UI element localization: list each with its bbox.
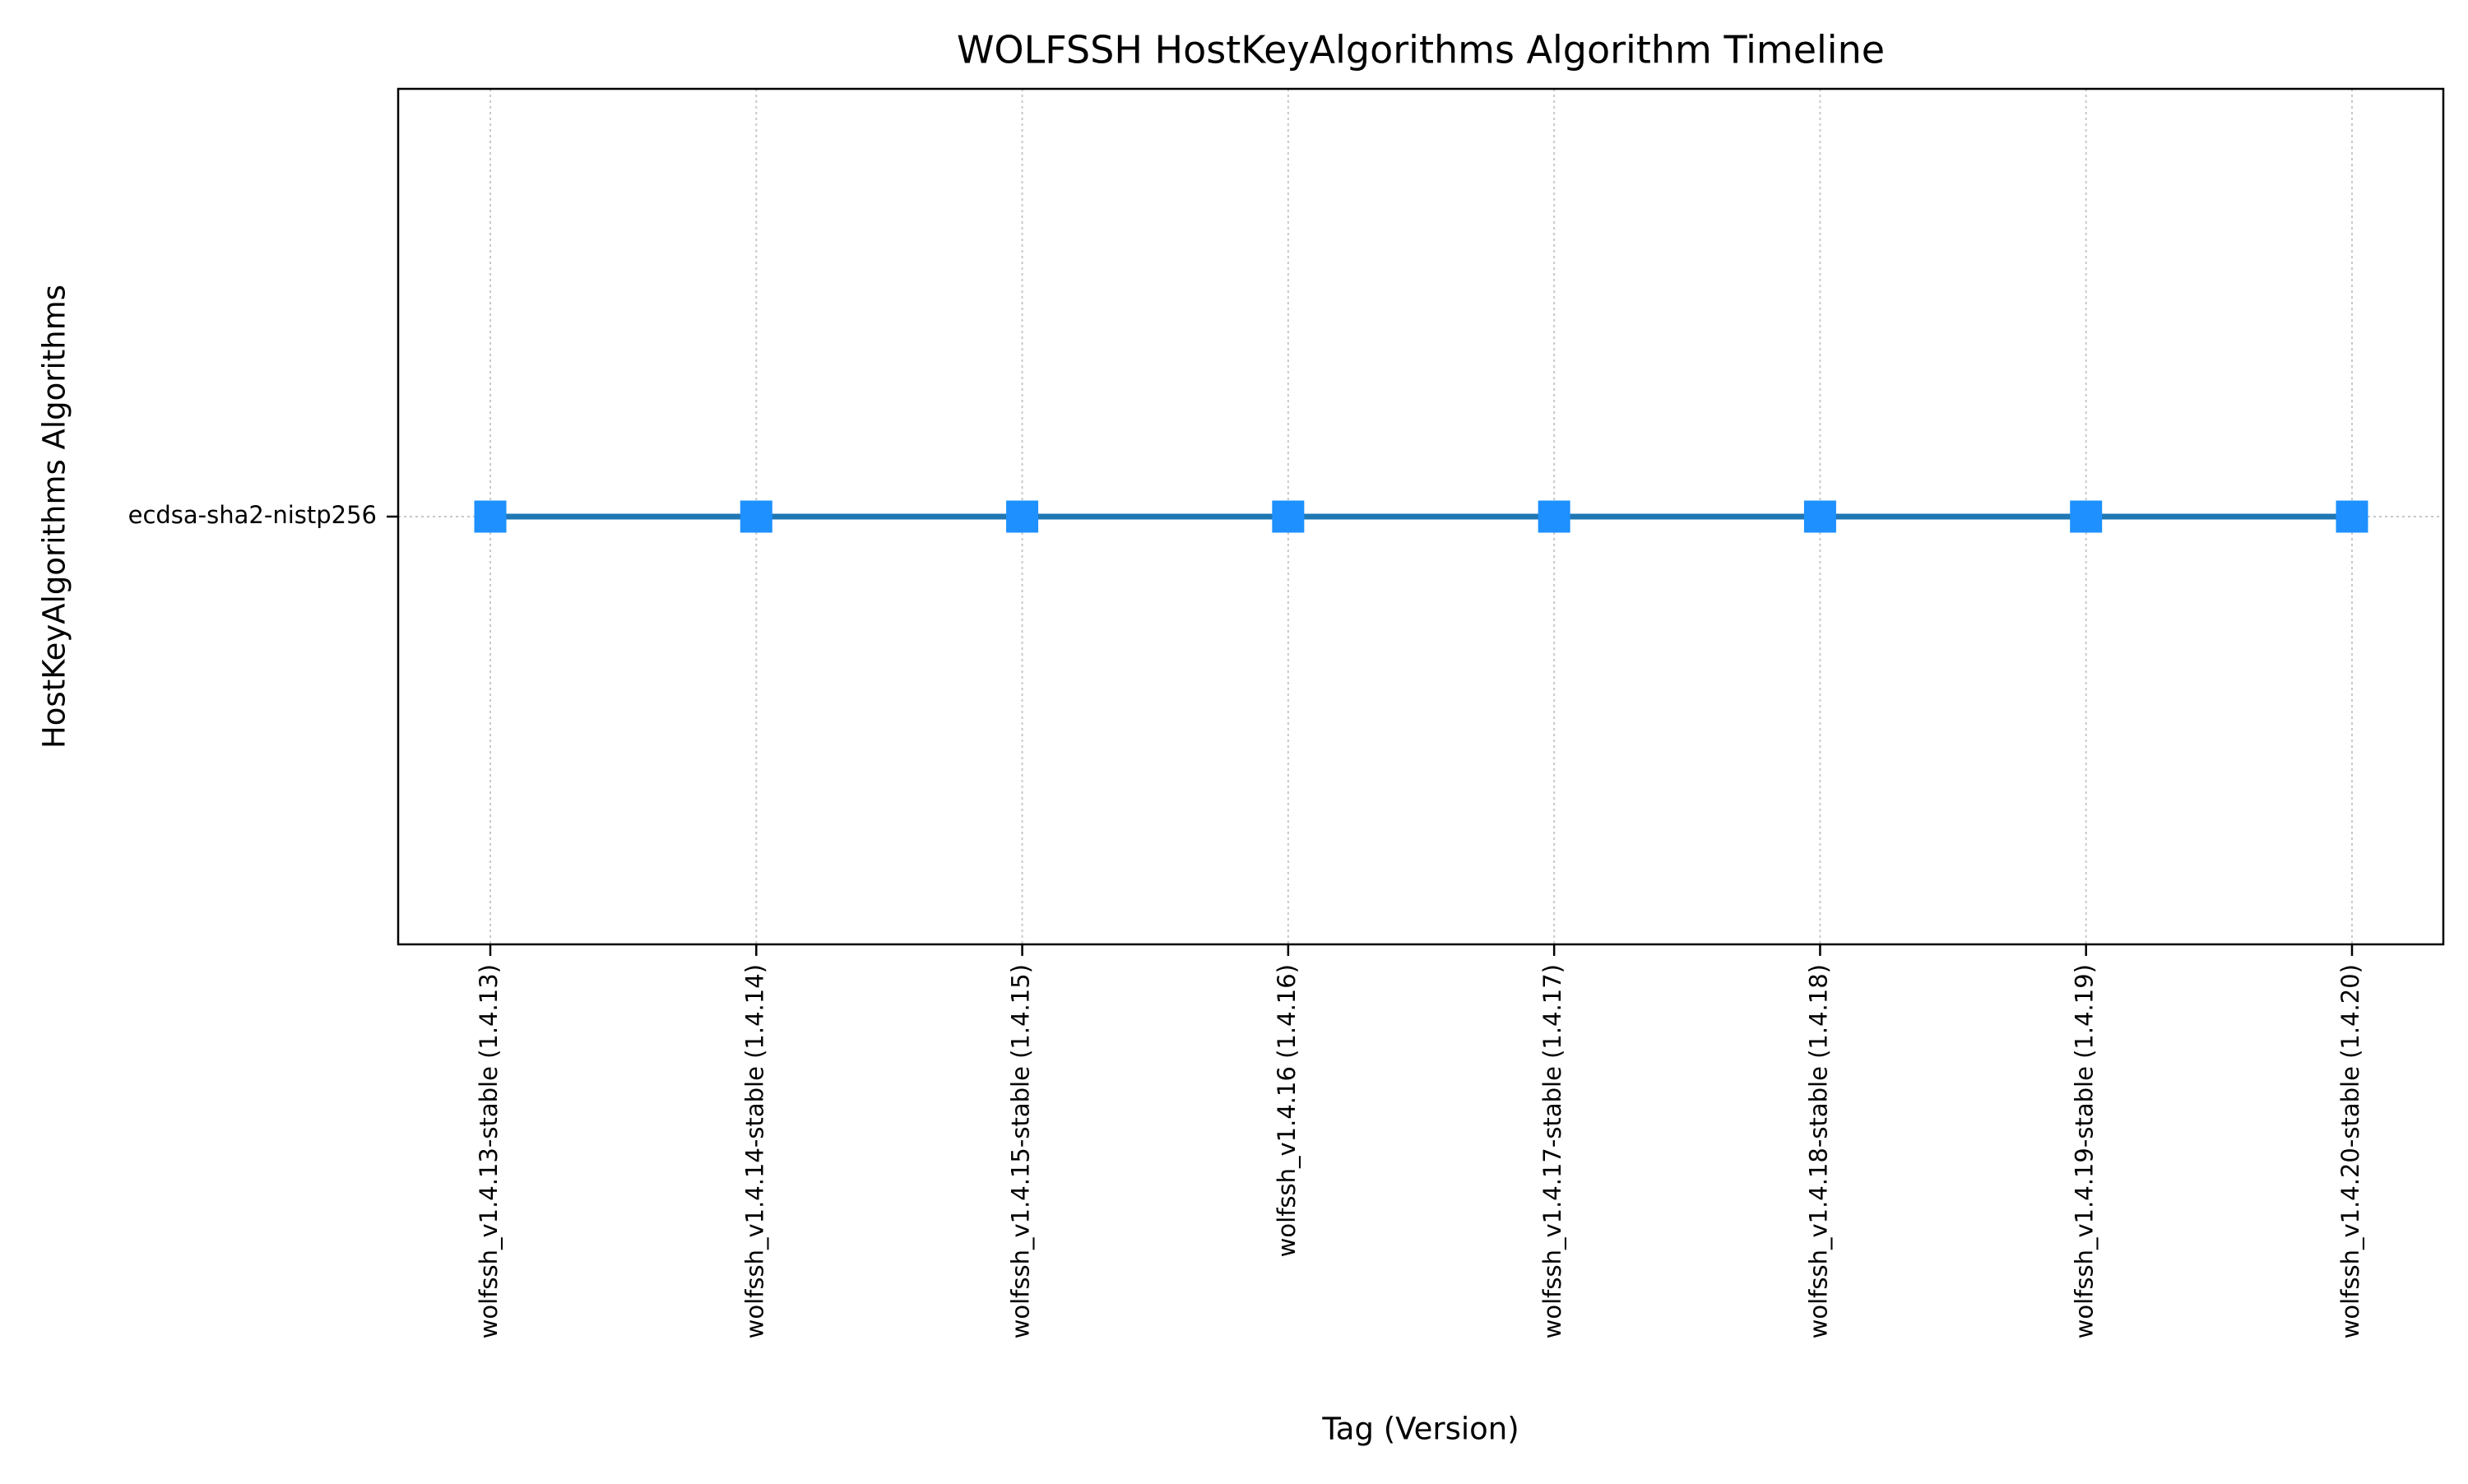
y-tick-label: ecdsa-sha2-nistp256 bbox=[128, 501, 377, 529]
x-tick-label: wolfssh_v1.4.14-stable (1.4.14) bbox=[740, 964, 768, 1338]
y-axis-label: HostKeyAlgorithms Algorithms bbox=[37, 285, 72, 749]
x-tick-label: wolfssh_v1.4.17-stable (1.4.17) bbox=[1538, 964, 1566, 1338]
data-point-marker bbox=[740, 500, 772, 533]
chart-title: WOLFSSH HostKeyAlgorithms Algorithm Time… bbox=[957, 28, 1885, 72]
x-axis-label: Tag (Version) bbox=[1321, 1412, 1519, 1447]
x-tick-label: wolfssh_v1.4.15-stable (1.4.15) bbox=[1007, 964, 1035, 1338]
data-point-marker bbox=[2070, 500, 2103, 533]
axis-ticks: wolfssh_v1.4.13-stable (1.4.13) wolfssh_v… bbox=[128, 501, 2364, 1338]
data-point-marker bbox=[1538, 500, 1570, 533]
x-tick-label: wolfssh_v1.4.18-stable (1.4.18) bbox=[1804, 964, 1832, 1338]
data-point-marker bbox=[474, 500, 507, 533]
x-tick-label: wolfssh_v1.4.20-stable (1.4.20) bbox=[2336, 964, 2364, 1338]
data-point-marker bbox=[1272, 500, 1305, 533]
data-point-marker bbox=[1803, 500, 1836, 533]
x-tick-label: wolfssh_v1.4.13-stable (1.4.13) bbox=[475, 964, 503, 1338]
data-point-marker bbox=[2336, 500, 2368, 533]
data-point-marker bbox=[1006, 500, 1039, 533]
x-tick-label: wolfssh_v1.4.19-stable (1.4.19) bbox=[2071, 964, 2099, 1338]
series-layer bbox=[474, 500, 2368, 533]
x-tick-label: wolfssh_v1.4.16 (1.4.16) bbox=[1273, 964, 1301, 1257]
plot-area-frame bbox=[397, 87, 2445, 946]
